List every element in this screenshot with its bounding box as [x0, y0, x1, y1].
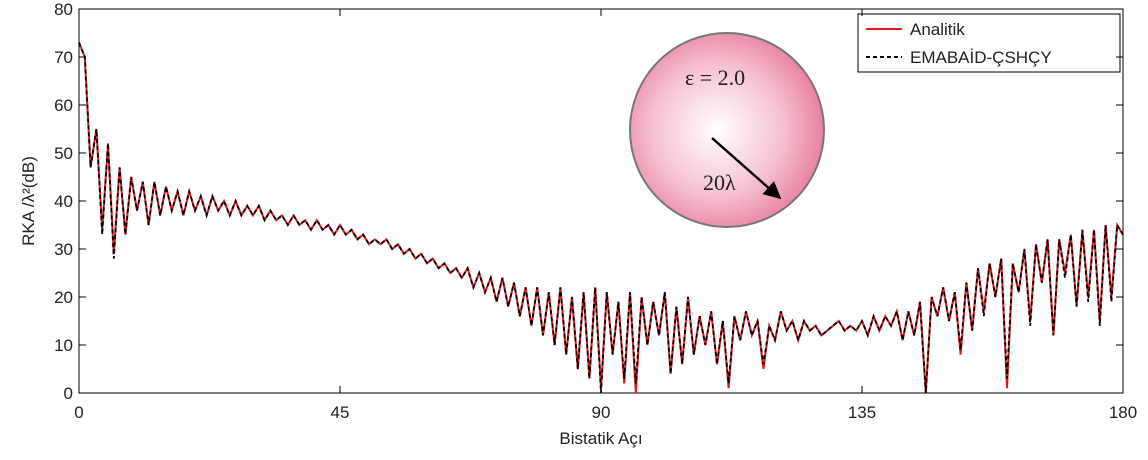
y-tick-label: 80: [54, 0, 73, 19]
plot-frame: [78, 8, 1124, 394]
x-tick-label: 135: [848, 403, 876, 422]
y-tick-label: 30: [54, 240, 73, 259]
radius-arrow: [711, 137, 782, 200]
y-tick-label: 60: [54, 96, 73, 115]
y-axis-label: RKA /λ²(dB): [19, 156, 38, 246]
y-tick-label: 0: [64, 384, 73, 403]
y-tick-label: 70: [54, 48, 73, 67]
y-tick-label: 20: [54, 288, 73, 307]
y-tick-label: 40: [54, 192, 73, 211]
x-tick-label: 90: [592, 403, 611, 422]
x-tick-label: 0: [74, 403, 83, 422]
annotation: ε = 2.0: [685, 65, 745, 90]
x-tick-label: 45: [331, 403, 350, 422]
sphere: [629, 32, 825, 228]
y-tick-label: 10: [54, 336, 73, 355]
annotation: 20λ: [703, 170, 736, 195]
legend-label: Analitik: [910, 20, 965, 39]
x-tick-label: 180: [1109, 403, 1137, 422]
legend: [857, 13, 1121, 73]
y-tick-label: 50: [54, 144, 73, 163]
legend-label: EMABAİD-ÇSHÇY: [910, 48, 1052, 67]
x-axis-label: Bistatik Açı: [559, 429, 642, 448]
